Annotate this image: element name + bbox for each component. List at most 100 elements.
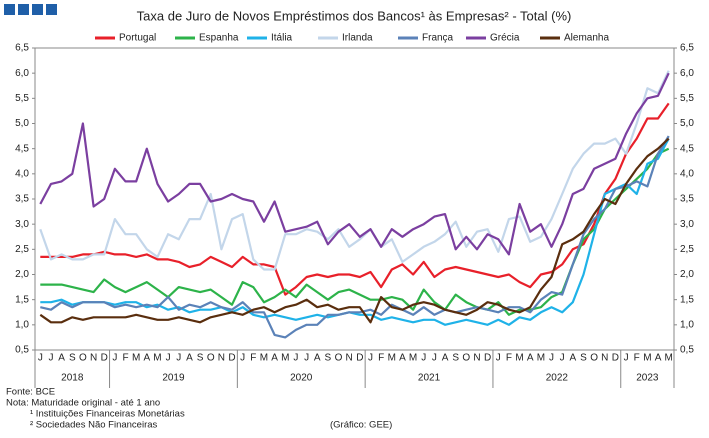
x-tick-label: N: [473, 353, 480, 364]
x-tick-label: F: [122, 353, 128, 364]
x-tick-label: A: [271, 353, 278, 364]
y2-tick-label: 1,0: [680, 319, 694, 330]
x-tick-label: J: [176, 353, 181, 364]
x-tick-label: J: [624, 353, 629, 364]
year-label: 2020: [290, 373, 313, 384]
year-label: 2018: [61, 373, 84, 384]
y2-tick-label: 2,5: [680, 244, 694, 255]
x-tick-label: J: [293, 353, 298, 364]
y2-tick-label: 3,0: [680, 219, 694, 230]
y-tick-label: 6,5: [15, 43, 29, 54]
x-tick-label: M: [643, 353, 651, 364]
series-line: [39, 72, 670, 256]
y-tick-label: 4,0: [15, 168, 29, 179]
legend-label: Alemanha: [564, 33, 609, 44]
y2-tick-label: 6,5: [680, 43, 694, 54]
chart-title: Taxa de Juro de Novos Empréstimos dos Ba…: [137, 8, 572, 23]
x-tick-label: A: [527, 353, 534, 364]
series-line: [40, 102, 670, 296]
x-tick-label: D: [101, 353, 108, 364]
plot-frame: [34, 47, 675, 351]
x-tick-label: S: [452, 353, 459, 364]
series-line: [40, 138, 670, 326]
x-tick-label: A: [442, 353, 449, 364]
legend-label: Espanha: [199, 33, 239, 44]
y-tick-label: 5,5: [15, 93, 29, 104]
x-tick-label: D: [484, 353, 491, 364]
x-tick-label: O: [335, 353, 343, 364]
x-tick-label: N: [601, 353, 608, 364]
y2-tick-label: 5,5: [680, 93, 694, 104]
x-tick-label: M: [153, 353, 161, 364]
x-tick-label: O: [590, 353, 598, 364]
y2-tick-label: 4,5: [680, 143, 694, 154]
x-tick-label: F: [250, 353, 256, 364]
x-tick-label: F: [506, 353, 512, 364]
y-tick-label: 3,0: [15, 219, 29, 230]
legend-label: Grécia: [490, 33, 520, 44]
x-tick-label: A: [569, 353, 576, 364]
y-tick-label: 1,5: [15, 294, 29, 305]
x-tick-label: D: [356, 353, 363, 364]
year-label: 2023: [636, 373, 659, 384]
x-tick-label: S: [325, 353, 332, 364]
logo: [4, 4, 57, 15]
x-tick-label: N: [218, 353, 225, 364]
legend-label: Portugal: [119, 33, 156, 44]
y-tick-label: 2,5: [15, 244, 29, 255]
x-tick-label: J: [432, 353, 437, 364]
x-tick-label: N: [346, 353, 353, 364]
x-tick-label: F: [634, 353, 640, 364]
y-tick-label: 2,0: [15, 269, 29, 280]
y-tick-label: 6,0: [15, 68, 29, 79]
x-tick-label: O: [79, 353, 87, 364]
x-tick-label: M: [388, 353, 396, 364]
legend-label: Itália: [271, 33, 293, 44]
x-tick-label: S: [197, 353, 204, 364]
y-tick-label: 4,5: [15, 143, 29, 154]
x-tick-label: J: [549, 353, 554, 364]
year-label: 2021: [418, 373, 441, 384]
series-line: [40, 135, 670, 339]
y-tick-label: 3,5: [15, 194, 29, 205]
y2-tick-label: 6,0: [680, 68, 694, 79]
y-tick-label: 0,5: [15, 345, 29, 356]
y-tick-label: 1,0: [15, 319, 29, 330]
x-tick-label: A: [143, 353, 150, 364]
credit: (Gráfico: GEE): [330, 420, 392, 431]
note: ² Sociedades Não Financeiras: [30, 420, 158, 431]
series-line: [39, 137, 670, 324]
year-label: 2019: [162, 373, 185, 384]
x-tick-label: A: [655, 353, 662, 364]
x-tick-label: J: [240, 353, 245, 364]
x-tick-label: M: [132, 353, 140, 364]
x-tick-label: D: [228, 353, 235, 364]
x-tick-label: J: [304, 353, 309, 364]
x-tick-label: J: [421, 353, 426, 364]
legend-label: França: [422, 33, 454, 44]
x-tick-label: M: [537, 353, 545, 364]
y-tick-label: 5,0: [15, 118, 29, 129]
x-tick-label: A: [58, 353, 65, 364]
series-line: [39, 70, 670, 271]
y2-tick-label: 1,5: [680, 294, 694, 305]
y2-tick-label: 0,5: [680, 345, 694, 356]
note: Fonte: BCE: [6, 387, 55, 398]
x-tick-label: J: [112, 353, 117, 364]
x-tick-label: N: [90, 353, 97, 364]
x-tick-label: M: [409, 353, 417, 364]
note: Nota: Maturidade original - até 1 ano: [6, 398, 160, 409]
y2-tick-label: 5,0: [680, 118, 694, 129]
x-tick-label: S: [69, 353, 76, 364]
year-label: 2022: [546, 373, 569, 384]
x-tick-label: S: [580, 353, 587, 364]
x-tick-label: J: [38, 353, 43, 364]
x-tick-label: J: [368, 353, 373, 364]
y2-tick-label: 3,5: [680, 194, 694, 205]
note: ¹ Instituições Financeiras Monetárias: [30, 409, 185, 420]
x-tick-label: A: [314, 353, 321, 364]
x-tick-label: O: [462, 353, 470, 364]
x-tick-label: O: [207, 353, 215, 364]
x-tick-label: M: [665, 353, 673, 364]
